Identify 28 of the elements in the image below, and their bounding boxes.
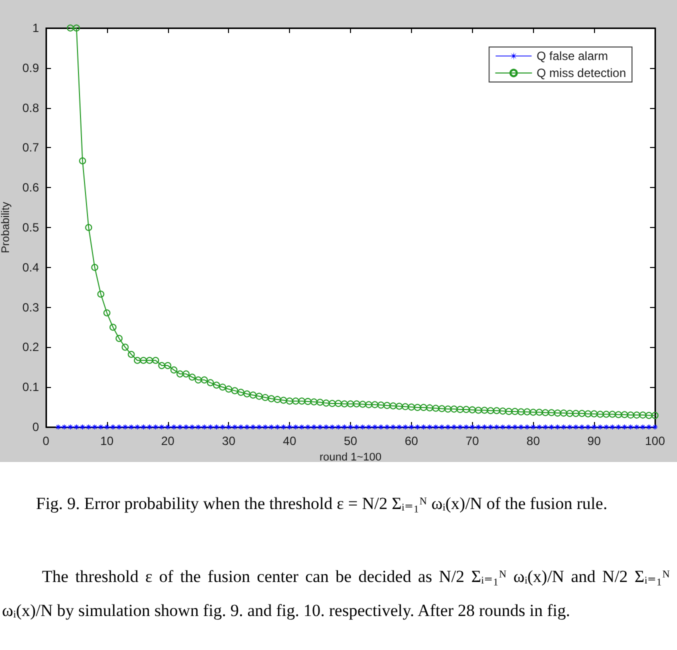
- y-axis-title: Probability: [0, 201, 12, 254]
- y-tick-label: 0.7: [22, 140, 40, 155]
- x-tick-label: 80: [526, 434, 540, 448]
- x-tick-label: 10: [100, 434, 114, 448]
- x-tick-label: 90: [587, 434, 602, 448]
- y-tick-label: 0.2: [22, 340, 40, 354]
- y-tick-label: 0.9: [22, 60, 40, 75]
- text: The threshold ε of the fusion center can be decided as N/2 Σᵢ₌₁ᴺ ωᵢ(x)/N and N/2 Σᵢ₌₁ᴺ ωᵢ(x)/N by simulation shown fig. 9. and fig. 10. respectively. After 28 rounds in fig.: [2, 566, 670, 622]
- legend-label: Q false alarm: [536, 49, 608, 63]
- caption: Fig. 9. Error probability when the threshold ε = N/2 Σᵢ₌₁ᴺ ωᵢ(x)/N of the fusion rule.: [36, 493, 608, 515]
- x-tick-label: 100: [644, 434, 666, 448]
- y-tick-label: 0.1: [22, 380, 40, 394]
- x-tick-label: 20: [161, 434, 175, 448]
- x-tick-label: 30: [222, 434, 236, 448]
- y-tick-label: 0.5: [22, 220, 40, 234]
- y-tick-label: 0.3: [22, 300, 40, 314]
- x-tick-label: 40: [282, 434, 297, 448]
- x-tick-label: 60: [404, 434, 418, 448]
- x-tick-label: 50: [344, 434, 358, 448]
- y-tick-label: 0.4: [22, 260, 40, 274]
- y-tick-label: 1: [32, 21, 40, 35]
- x-tick-label: 0: [42, 434, 50, 448]
- x-tick-label: 70: [466, 434, 480, 448]
- legend-label: Q miss detection: [536, 66, 626, 80]
- y-tick-label: 0: [32, 420, 40, 434]
- x-axis-title: round 1~100: [319, 451, 382, 464]
- y-tick-label: 0.6: [22, 180, 40, 195]
- y-tick-label: 0.8: [22, 100, 40, 115]
